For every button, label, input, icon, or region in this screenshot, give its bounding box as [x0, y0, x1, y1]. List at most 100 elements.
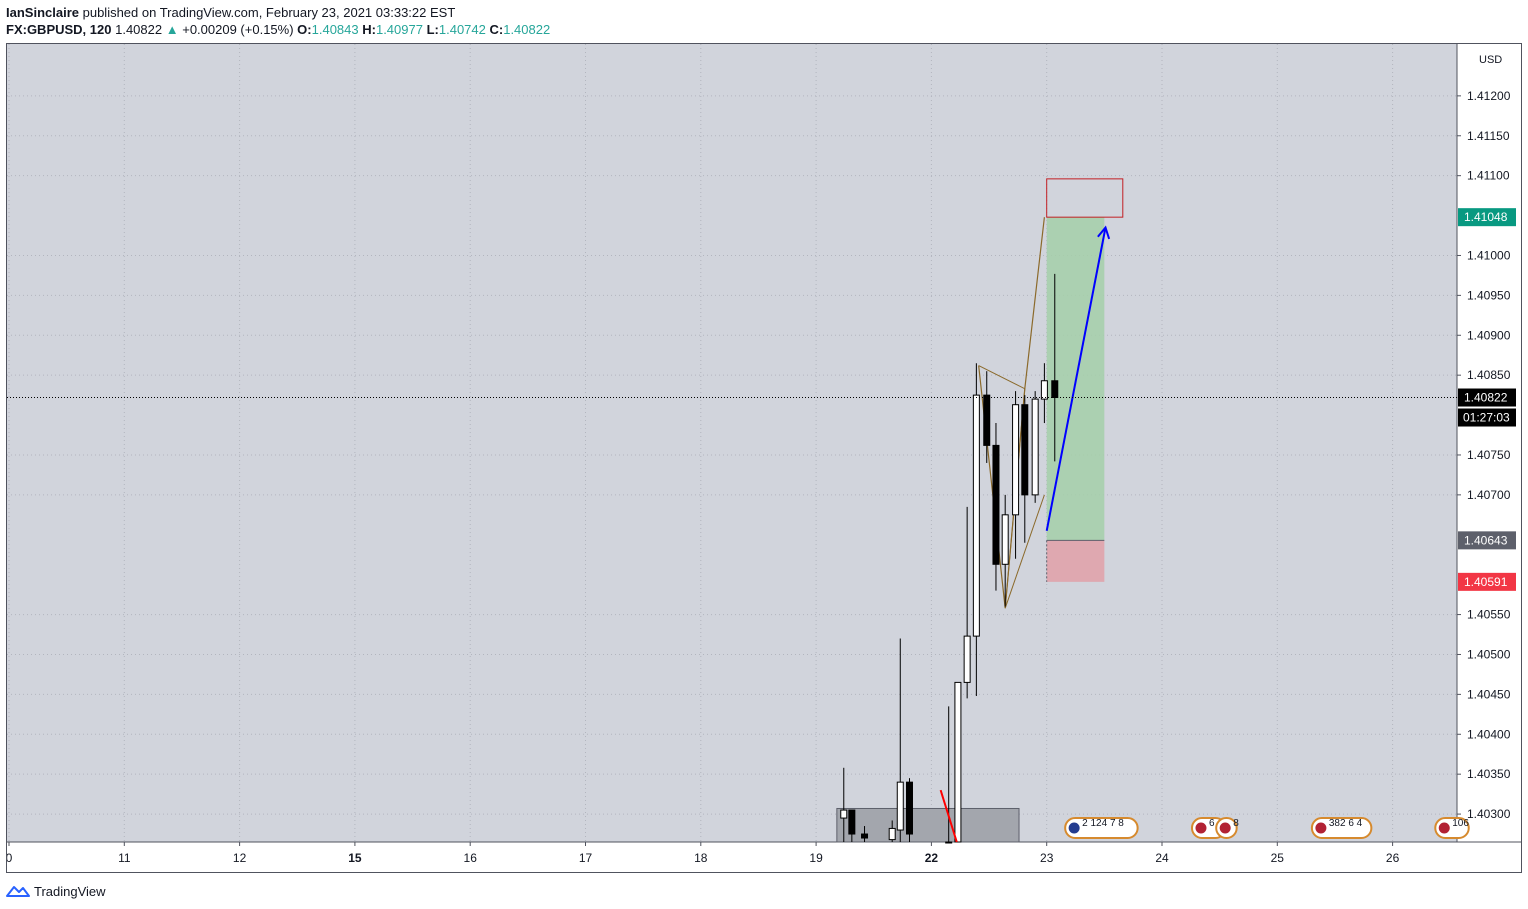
- chart-frame[interactable]: 1.41200 1.41150 1.41100 1.41000 1.40950 1.409…: [6, 43, 1522, 873]
- countdown-label: 01:27:03: [1463, 411, 1510, 425]
- event-label: 8: [1233, 818, 1239, 829]
- x-tick-label: 16: [464, 851, 478, 865]
- x-tick-label: 25: [1271, 851, 1285, 865]
- candle-body[interactable]: [992, 444, 1000, 565]
- last-price: 1.40822: [115, 22, 163, 37]
- price-badge-red[interactable]: 1.40591: [1458, 572, 1516, 591]
- close-value: 1.40822: [503, 22, 551, 37]
- economic-event-us[interactable]: 8: [1215, 817, 1239, 839]
- event-label: 106: [1452, 818, 1469, 829]
- target-box[interactable]: [1046, 178, 1124, 218]
- candle-body[interactable]: [1021, 404, 1029, 496]
- x-tick-label: 0: [7, 851, 13, 865]
- x-tick-label: 18: [694, 851, 708, 865]
- symbol-line: FX:GBPUSD, 120 1.40822 ▲ +0.00209 (+0.15…: [6, 21, 1516, 38]
- candle-body[interactable]: [1001, 514, 1009, 565]
- candle-body[interactable]: [1051, 380, 1059, 399]
- y-tick-label: 1.40950: [1467, 288, 1511, 302]
- candle-body[interactable]: [1012, 404, 1020, 516]
- economic-event-us[interactable]: 382 6 4: [1310, 817, 1373, 839]
- event-label: 382 6 4: [1329, 818, 1363, 829]
- forecast-arrow-head: [1097, 225, 1111, 240]
- candle-body[interactable]: [896, 781, 904, 831]
- trend-line[interactable]: [939, 789, 958, 843]
- candle-body[interactable]: [963, 635, 971, 683]
- y-tick-label: 1.40350: [1467, 767, 1511, 781]
- candle-body[interactable]: [905, 781, 913, 835]
- us-flag-icon: [1314, 821, 1328, 835]
- y-tick-label: 1.40550: [1467, 608, 1511, 622]
- price-badge-bg: [1458, 208, 1516, 227]
- candle-body[interactable]: [840, 809, 848, 819]
- y-tick-label: 1.40750: [1467, 448, 1511, 462]
- event-badge: [1064, 817, 1139, 839]
- stop-zone[interactable]: [1046, 540, 1105, 582]
- candle-body[interactable]: [983, 394, 991, 446]
- publish-line: IanSinclaire published on TradingView.co…: [6, 4, 1516, 21]
- us-flag-icon: [1437, 821, 1451, 835]
- event-label: 2 124 7 8: [1082, 818, 1124, 829]
- footer-brand[interactable]: TradingView: [34, 883, 106, 899]
- open-value: 1.40843: [311, 22, 359, 37]
- y-tick-label: 1.40850: [1467, 368, 1511, 382]
- close-label: C:: [489, 22, 504, 37]
- chart-canvas[interactable]: 1.41200 1.41150 1.41100 1.41000 1.40950 1.409…: [7, 44, 1521, 872]
- y-tick-label: 1.41000: [1467, 248, 1511, 262]
- price-badge-label: 1.40591: [1464, 575, 1508, 589]
- time-axis[interactable]: [7, 842, 1521, 872]
- y-tick-label: 1.41200: [1467, 89, 1511, 103]
- price-badge-black[interactable]: 1.40822 01:27:03: [1458, 388, 1516, 427]
- candle-body[interactable]: [1031, 398, 1039, 496]
- y-tick-label: 1.40450: [1467, 687, 1511, 701]
- candle-body[interactable]: [888, 827, 896, 841]
- x-tick-label: 17: [579, 851, 593, 865]
- price-badge-label: 1.40643: [1464, 533, 1508, 547]
- tradingview-logo-icon[interactable]: [6, 884, 30, 898]
- symbol-label[interactable]: FX:GBPUSD, 120: [6, 22, 112, 37]
- x-tick-label: 23: [1040, 851, 1054, 865]
- x-tick-label: 12: [233, 851, 247, 865]
- x-tick-label: 22: [925, 851, 939, 865]
- y-tick-label: 1.41100: [1467, 169, 1510, 183]
- candle-body[interactable]: [1040, 380, 1048, 400]
- high-value: 1.40977: [375, 22, 423, 37]
- low-value: 1.40742: [438, 22, 486, 37]
- y-tick-label: 1.40700: [1467, 488, 1511, 502]
- uk-flag-icon: [1067, 821, 1081, 835]
- price-axis[interactable]: [1457, 44, 1521, 842]
- plot-area[interactable]: [7, 44, 1457, 842]
- us-flag-icon: [1218, 821, 1232, 835]
- x-tick-label: 15: [348, 851, 362, 865]
- price-badge-green[interactable]: 1.41048: [1458, 208, 1516, 227]
- candle-body[interactable]: [954, 681, 962, 843]
- change-up-icon: ▲: [165, 22, 179, 37]
- y-tick-label: 1.41150: [1467, 129, 1510, 143]
- event-badge: [1310, 817, 1373, 839]
- economic-event-uk[interactable]: 2 124 7 8: [1064, 817, 1139, 839]
- x-tick-label: 11: [118, 851, 131, 865]
- price-badge-gray[interactable]: 1.40643: [1458, 531, 1516, 550]
- y-tick-label: 1.40500: [1467, 647, 1511, 661]
- high-label: H:: [362, 22, 376, 37]
- author-name[interactable]: IanSinclaire: [6, 5, 79, 20]
- price-badge-label: 1.40822: [1464, 391, 1508, 405]
- candle-body[interactable]: [861, 833, 869, 839]
- x-tick-label: 24: [1155, 851, 1169, 865]
- y-tick-label: 1.40300: [1467, 807, 1511, 821]
- x-tick-label: 19: [809, 851, 823, 865]
- currency-label: USD: [1479, 54, 1502, 66]
- price-badge-bg: [1458, 388, 1516, 407]
- candle-body[interactable]: [972, 394, 980, 637]
- y-tick-label: 1.40400: [1467, 727, 1511, 741]
- low-label: L:: [426, 22, 439, 37]
- open-label: O:: [297, 22, 312, 37]
- forecast-arrow[interactable]: [1045, 227, 1107, 531]
- price-badge-bg: [1458, 531, 1516, 550]
- chart-header: IanSinclaire published on TradingView.co…: [6, 4, 1516, 38]
- candle-body[interactable]: [848, 809, 856, 835]
- footer: TradingView: [6, 882, 106, 900]
- us-flag-icon: [1194, 821, 1208, 835]
- price-badge-bg: [1458, 572, 1516, 591]
- economic-event-us[interactable]: 106: [1434, 817, 1470, 839]
- candle-body[interactable]: [945, 841, 953, 844]
